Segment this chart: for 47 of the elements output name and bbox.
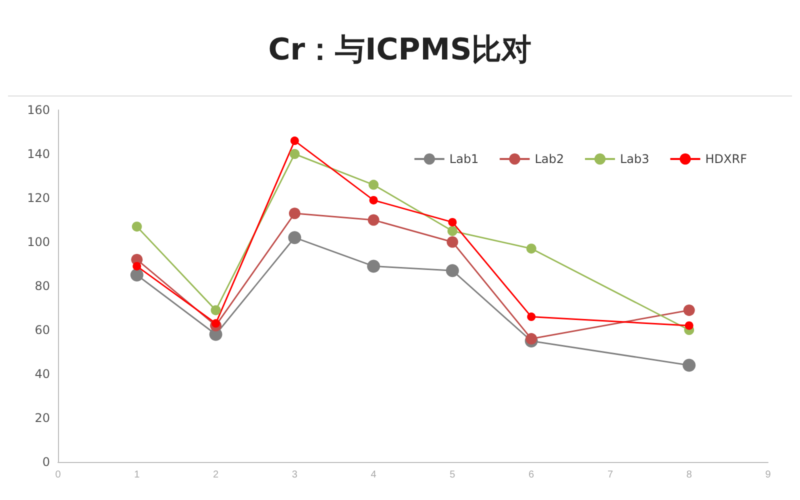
point	[527, 312, 536, 322]
point	[290, 149, 300, 159]
point	[446, 236, 458, 248]
point	[288, 208, 300, 220]
x-tick-label: 9	[765, 470, 772, 480]
point	[368, 214, 380, 226]
point	[369, 196, 378, 204]
x-tick-label: 1	[134, 470, 140, 480]
x-tick-label: 5	[450, 470, 456, 480]
y-tick-label: 160	[27, 103, 50, 117]
point	[684, 321, 694, 330]
point	[212, 319, 220, 328]
x-tick-label: 7	[607, 470, 614, 480]
point	[446, 264, 459, 278]
point	[448, 218, 457, 226]
legend-label: Lab2	[534, 152, 564, 166]
point	[526, 333, 538, 345]
point	[682, 358, 696, 372]
y-tick-label: 0	[42, 455, 50, 469]
point	[210, 305, 221, 316]
point	[367, 260, 380, 273]
x-tick-label: 2	[212, 470, 219, 480]
point	[132, 262, 142, 270]
point	[288, 231, 302, 244]
x-tick-label: 3	[292, 470, 298, 480]
y-tick-label: 80	[34, 279, 50, 293]
x-tick-label: 6	[528, 470, 535, 480]
point	[447, 226, 458, 236]
y-tick-label: 120	[27, 191, 50, 205]
y-tick-label: 140	[27, 147, 50, 161]
point	[368, 180, 379, 190]
y-tick-label: 60	[34, 323, 50, 337]
point	[526, 244, 536, 254]
x-tick-label: 8	[686, 470, 692, 480]
legend-label: HDXRF	[705, 152, 748, 166]
y-tick-label: 100	[27, 235, 50, 249]
x-tick-label: 4	[370, 470, 377, 480]
point	[132, 222, 142, 232]
point	[130, 268, 144, 282]
legend-label: Lab3	[620, 152, 650, 166]
point	[683, 304, 695, 316]
y-tick-label: 40	[34, 367, 50, 381]
y-tick-label: 20	[34, 411, 50, 425]
x-tick-label: 0	[55, 470, 62, 480]
legend-label: Lab1	[449, 152, 479, 166]
point	[290, 136, 299, 146]
chart-title: Cr：与ICPMS比对	[268, 32, 532, 68]
